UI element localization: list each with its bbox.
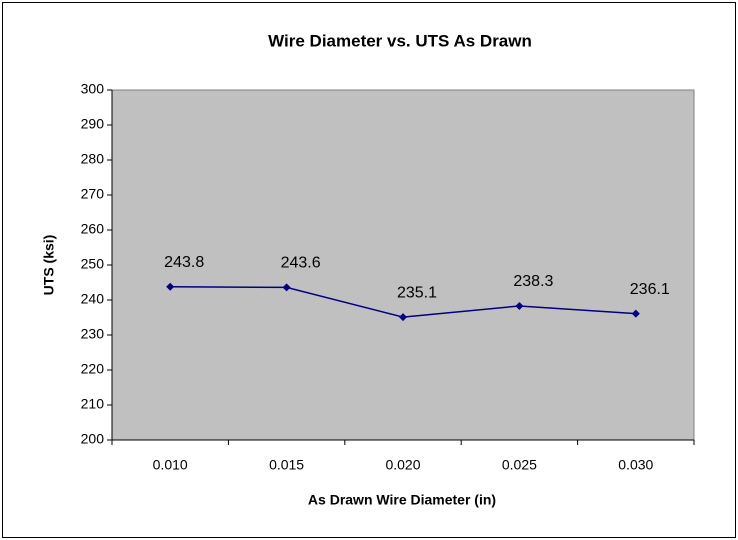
x-tick-label: 0.010 xyxy=(153,457,188,473)
y-tick-label: 220 xyxy=(81,361,105,377)
y-tick-label: 280 xyxy=(81,151,105,167)
y-tick-label: 210 xyxy=(81,396,105,412)
y-tick-label: 240 xyxy=(81,291,105,307)
x-tick-label: 0.030 xyxy=(618,457,653,473)
y-axis-label: UTS (ksi) xyxy=(41,235,57,296)
x-axis-label: As Drawn Wire Diameter (in) xyxy=(308,492,496,508)
y-tick-label: 250 xyxy=(81,256,105,272)
y-tick-label: 230 xyxy=(81,326,105,342)
data-point xyxy=(631,309,640,318)
data-label: 238.3 xyxy=(513,273,553,290)
y-tick-label: 300 xyxy=(81,81,105,97)
x-tick-label: 0.020 xyxy=(385,457,420,473)
plot-area xyxy=(111,89,695,441)
data-point xyxy=(399,313,407,322)
y-tick-label: 260 xyxy=(81,221,105,237)
data-label: 235.1 xyxy=(397,284,437,301)
data-label: 243.8 xyxy=(164,254,204,271)
data-label: 243.6 xyxy=(281,255,321,272)
data-point xyxy=(515,301,524,310)
y-tick-label: 270 xyxy=(81,186,105,202)
data-point xyxy=(166,282,175,291)
data-label: 236.1 xyxy=(630,281,670,298)
data-point xyxy=(282,283,291,292)
chart-title: Wire Diameter vs. UTS As Drawn xyxy=(268,31,532,50)
x-tick-label: 0.025 xyxy=(502,457,537,473)
y-tick-label: 200 xyxy=(81,431,105,447)
y-tick-label: 290 xyxy=(81,116,105,132)
x-tick-label: 0.015 xyxy=(269,457,304,473)
